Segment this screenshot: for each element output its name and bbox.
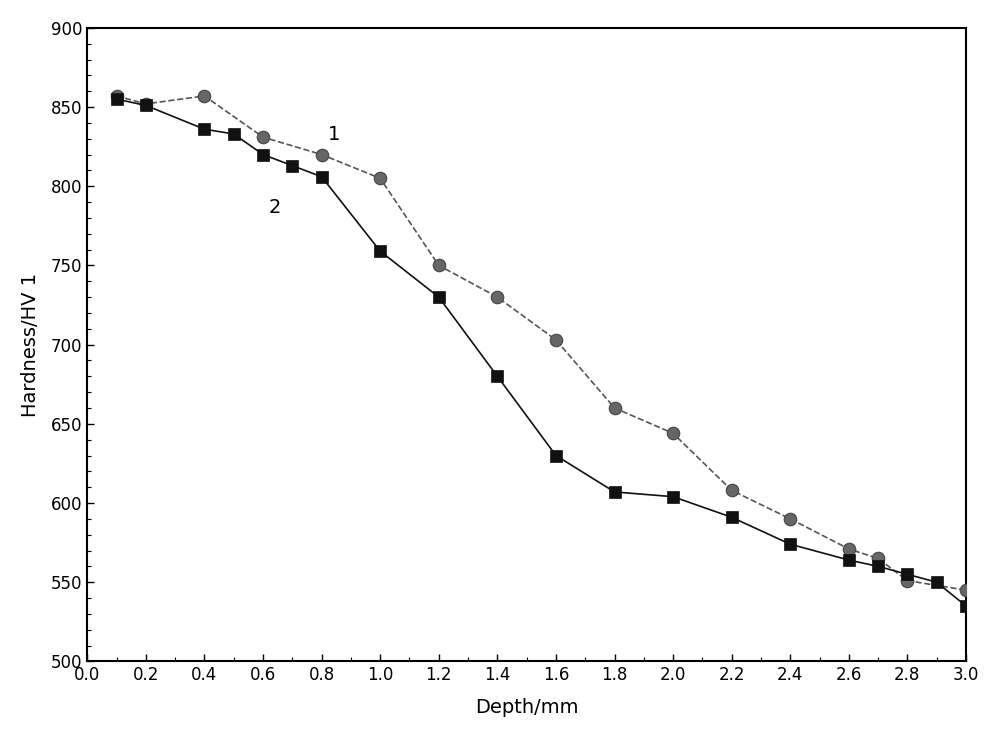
Text: 1: 1: [327, 125, 340, 145]
Text: 2: 2: [269, 199, 281, 217]
Y-axis label: Hardness/HV 1: Hardness/HV 1: [21, 272, 40, 417]
X-axis label: Depth/mm: Depth/mm: [475, 698, 578, 717]
